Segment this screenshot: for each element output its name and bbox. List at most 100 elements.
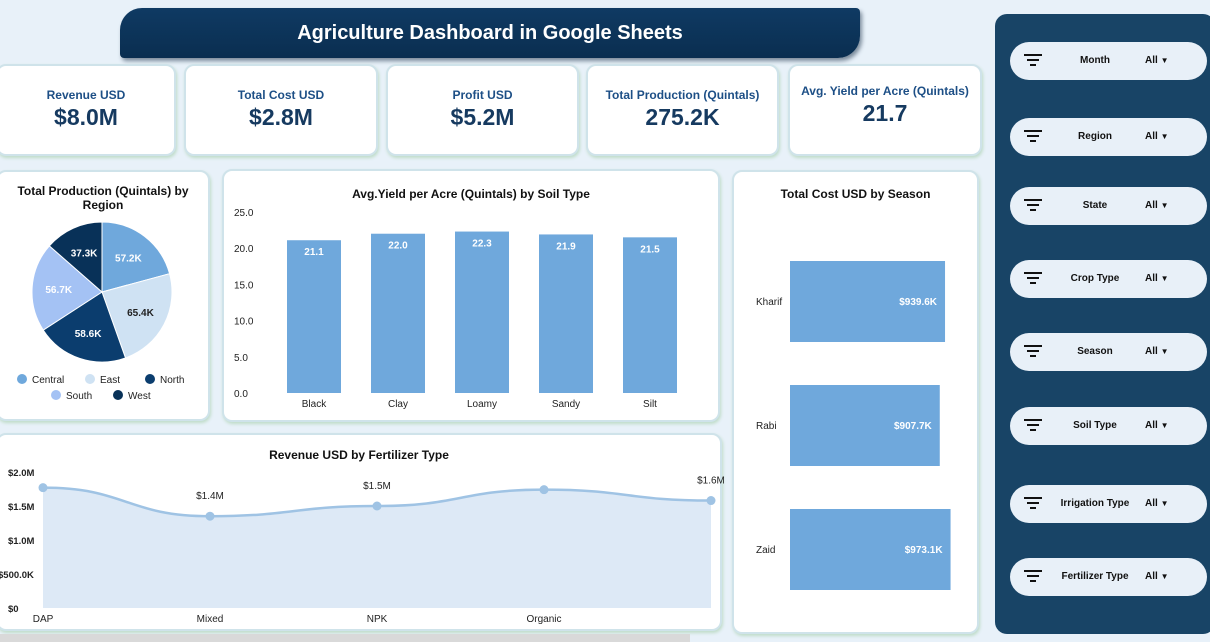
filter-crop-type[interactable]: Crop Type All ▼ bbox=[1010, 260, 1207, 298]
y-tick-label: $1.5M bbox=[8, 502, 34, 513]
bar-title: Avg.Yield per Acre (Quintals) by Soil Ty… bbox=[352, 187, 590, 201]
kpi-label: Revenue USD bbox=[46, 88, 126, 102]
y-tick-label: $500.0K bbox=[0, 570, 34, 581]
y-category-label: Zaid bbox=[756, 545, 775, 556]
x-tick-label: Organic bbox=[526, 614, 561, 625]
pie-slice-west[interactable] bbox=[48, 221, 103, 294]
filter-icon bbox=[1024, 570, 1042, 582]
dropdown-arrow-icon: ▼ bbox=[1160, 132, 1169, 141]
filter-icon bbox=[1024, 497, 1042, 509]
bar-zaid[interactable] bbox=[790, 509, 951, 590]
kpi-card: Profit USD $5.2M bbox=[386, 64, 579, 156]
data-point[interactable] bbox=[372, 501, 382, 511]
area-chart: $0 $500.0K $1.0M $1.5M $2.0M DAP $1.4M Mixed $1.… bbox=[0, 468, 724, 625]
filter-soil-type[interactable]: Soil Type All ▼ bbox=[1010, 407, 1207, 445]
filter-value[interactable]: All ▼ bbox=[1145, 273, 1168, 284]
bar-black[interactable] bbox=[287, 240, 341, 393]
bar-kharif[interactable] bbox=[790, 261, 946, 342]
filter-value[interactable]: All ▼ bbox=[1145, 571, 1168, 582]
bar-data-label: $907.7K bbox=[894, 421, 933, 432]
pie-slice-south[interactable] bbox=[31, 245, 103, 331]
filter-value[interactable]: All ▼ bbox=[1145, 346, 1168, 357]
data-point[interactable] bbox=[38, 483, 48, 493]
kpi-value: 275.2K bbox=[645, 104, 720, 130]
x-tick-label: DAP bbox=[33, 614, 54, 625]
horizontal-scrollbar[interactable] bbox=[0, 634, 690, 642]
legend-marker bbox=[85, 374, 95, 384]
y-tick-label: 25.0 bbox=[234, 208, 254, 219]
bar-data-label: 21.1 bbox=[304, 247, 324, 258]
filter-label: Fertilizer Type bbox=[1061, 571, 1129, 582]
filter-label: Month bbox=[1080, 55, 1110, 66]
filter-value[interactable]: All ▼ bbox=[1145, 55, 1168, 66]
filter-month[interactable]: Month All ▼ bbox=[1010, 42, 1207, 80]
kpi-card: Total Production (Quintals) 275.2K bbox=[586, 64, 779, 156]
legend-marker bbox=[145, 374, 155, 384]
filter-selected: All bbox=[1145, 346, 1158, 357]
filter-value[interactable]: All ▼ bbox=[1145, 200, 1168, 211]
legend-label-west[interactable]: West bbox=[128, 391, 151, 402]
filter-selected: All bbox=[1145, 55, 1158, 66]
bar-clay[interactable] bbox=[371, 233, 425, 393]
filter-value[interactable]: All ▼ bbox=[1145, 420, 1168, 431]
kpi-card: Total Cost USD $2.8M bbox=[184, 64, 378, 156]
pie-chart-card: Total Production (Quintals) by Region 57… bbox=[0, 170, 210, 421]
filter-state[interactable]: State All ▼ bbox=[1010, 187, 1207, 225]
filter-label: State bbox=[1082, 200, 1108, 211]
dropdown-arrow-icon: ▼ bbox=[1160, 201, 1169, 210]
filter-season[interactable]: Season All ▼ bbox=[1010, 333, 1207, 371]
x-tick-label: Sandy bbox=[552, 399, 580, 410]
kpi-label: Avg. Yield per Acre (Quintals) bbox=[801, 84, 969, 98]
kpi-value: $5.2M bbox=[450, 104, 515, 130]
y-tick-label: 15.0 bbox=[234, 280, 254, 291]
filter-selected: All bbox=[1145, 420, 1158, 431]
filter-region[interactable]: Region All ▼ bbox=[1010, 118, 1207, 156]
legend-label-east[interactable]: East bbox=[100, 375, 120, 386]
filter-icon bbox=[1024, 345, 1042, 357]
pie-title: Total Production (Quintals) by Region bbox=[17, 184, 189, 212]
pie-slice-central[interactable] bbox=[101, 221, 171, 293]
filter-selected: All bbox=[1145, 571, 1158, 582]
data-point[interactable] bbox=[539, 485, 549, 495]
data-point[interactable] bbox=[706, 496, 716, 506]
x-tick-label: Black bbox=[302, 399, 327, 410]
bar-silt[interactable] bbox=[623, 237, 677, 393]
pie-slice-east[interactable] bbox=[101, 273, 173, 359]
bar-data-label: $973.1K bbox=[905, 545, 944, 556]
filter-irrigation-type[interactable]: Irrigation Type All ▼ bbox=[1010, 485, 1207, 523]
pie-chart: 57.2K 65.4K 58.6K 56.7K 37.3K Central East Nort… bbox=[17, 221, 184, 402]
bar-sandy[interactable] bbox=[539, 234, 593, 393]
x-tick-label: NPK bbox=[367, 614, 388, 625]
dropdown-arrow-icon: ▼ bbox=[1160, 499, 1169, 508]
legend-label-north[interactable]: North bbox=[160, 375, 184, 386]
legend-label-central[interactable]: Central bbox=[32, 375, 64, 386]
y-tick-label: $2.0M bbox=[8, 468, 34, 479]
bar-chart-card: Avg.Yield per Acre (Quintals) by Soil Ty… bbox=[222, 169, 720, 422]
y-tick-label: 0.0 bbox=[234, 389, 248, 400]
bar-rabi[interactable] bbox=[790, 385, 940, 466]
dropdown-arrow-icon: ▼ bbox=[1160, 56, 1169, 65]
x-tick-label: Clay bbox=[388, 399, 408, 410]
data-point[interactable] bbox=[205, 511, 215, 521]
line-chart-card: Revenue USD by Fertilizer Type $0 $500.0K… bbox=[0, 433, 724, 631]
filter-label: Region bbox=[1078, 131, 1112, 142]
bar-data-label: 21.9 bbox=[556, 241, 576, 252]
y-category-label: Rabi bbox=[756, 421, 777, 432]
bar-loamy[interactable] bbox=[455, 231, 509, 393]
kpi-card: Avg. Yield per Acre (Quintals) 21.7 bbox=[788, 64, 982, 156]
filter-label: Soil Type bbox=[1073, 420, 1117, 431]
y-tick-label: 10.0 bbox=[234, 317, 254, 328]
filter-fertilizer-type[interactable]: Fertilizer Type All ▼ bbox=[1010, 558, 1207, 596]
filter-value[interactable]: All ▼ bbox=[1145, 498, 1168, 509]
x-tick-label: Mixed bbox=[197, 614, 224, 625]
pie-slice-north[interactable] bbox=[42, 291, 127, 363]
y-tick-label: 5.0 bbox=[234, 353, 248, 364]
pie-data-label: 65.4K bbox=[127, 308, 154, 319]
kpi-label: Total Production (Quintals) bbox=[605, 88, 760, 102]
legend-marker bbox=[17, 374, 27, 384]
filter-value[interactable]: All ▼ bbox=[1145, 131, 1168, 142]
legend-label-south[interactable]: South bbox=[66, 391, 92, 402]
pie-data-label: 57.2K bbox=[115, 254, 142, 265]
legend-marker bbox=[51, 390, 61, 400]
bar-data-label: 22.3 bbox=[472, 239, 492, 250]
